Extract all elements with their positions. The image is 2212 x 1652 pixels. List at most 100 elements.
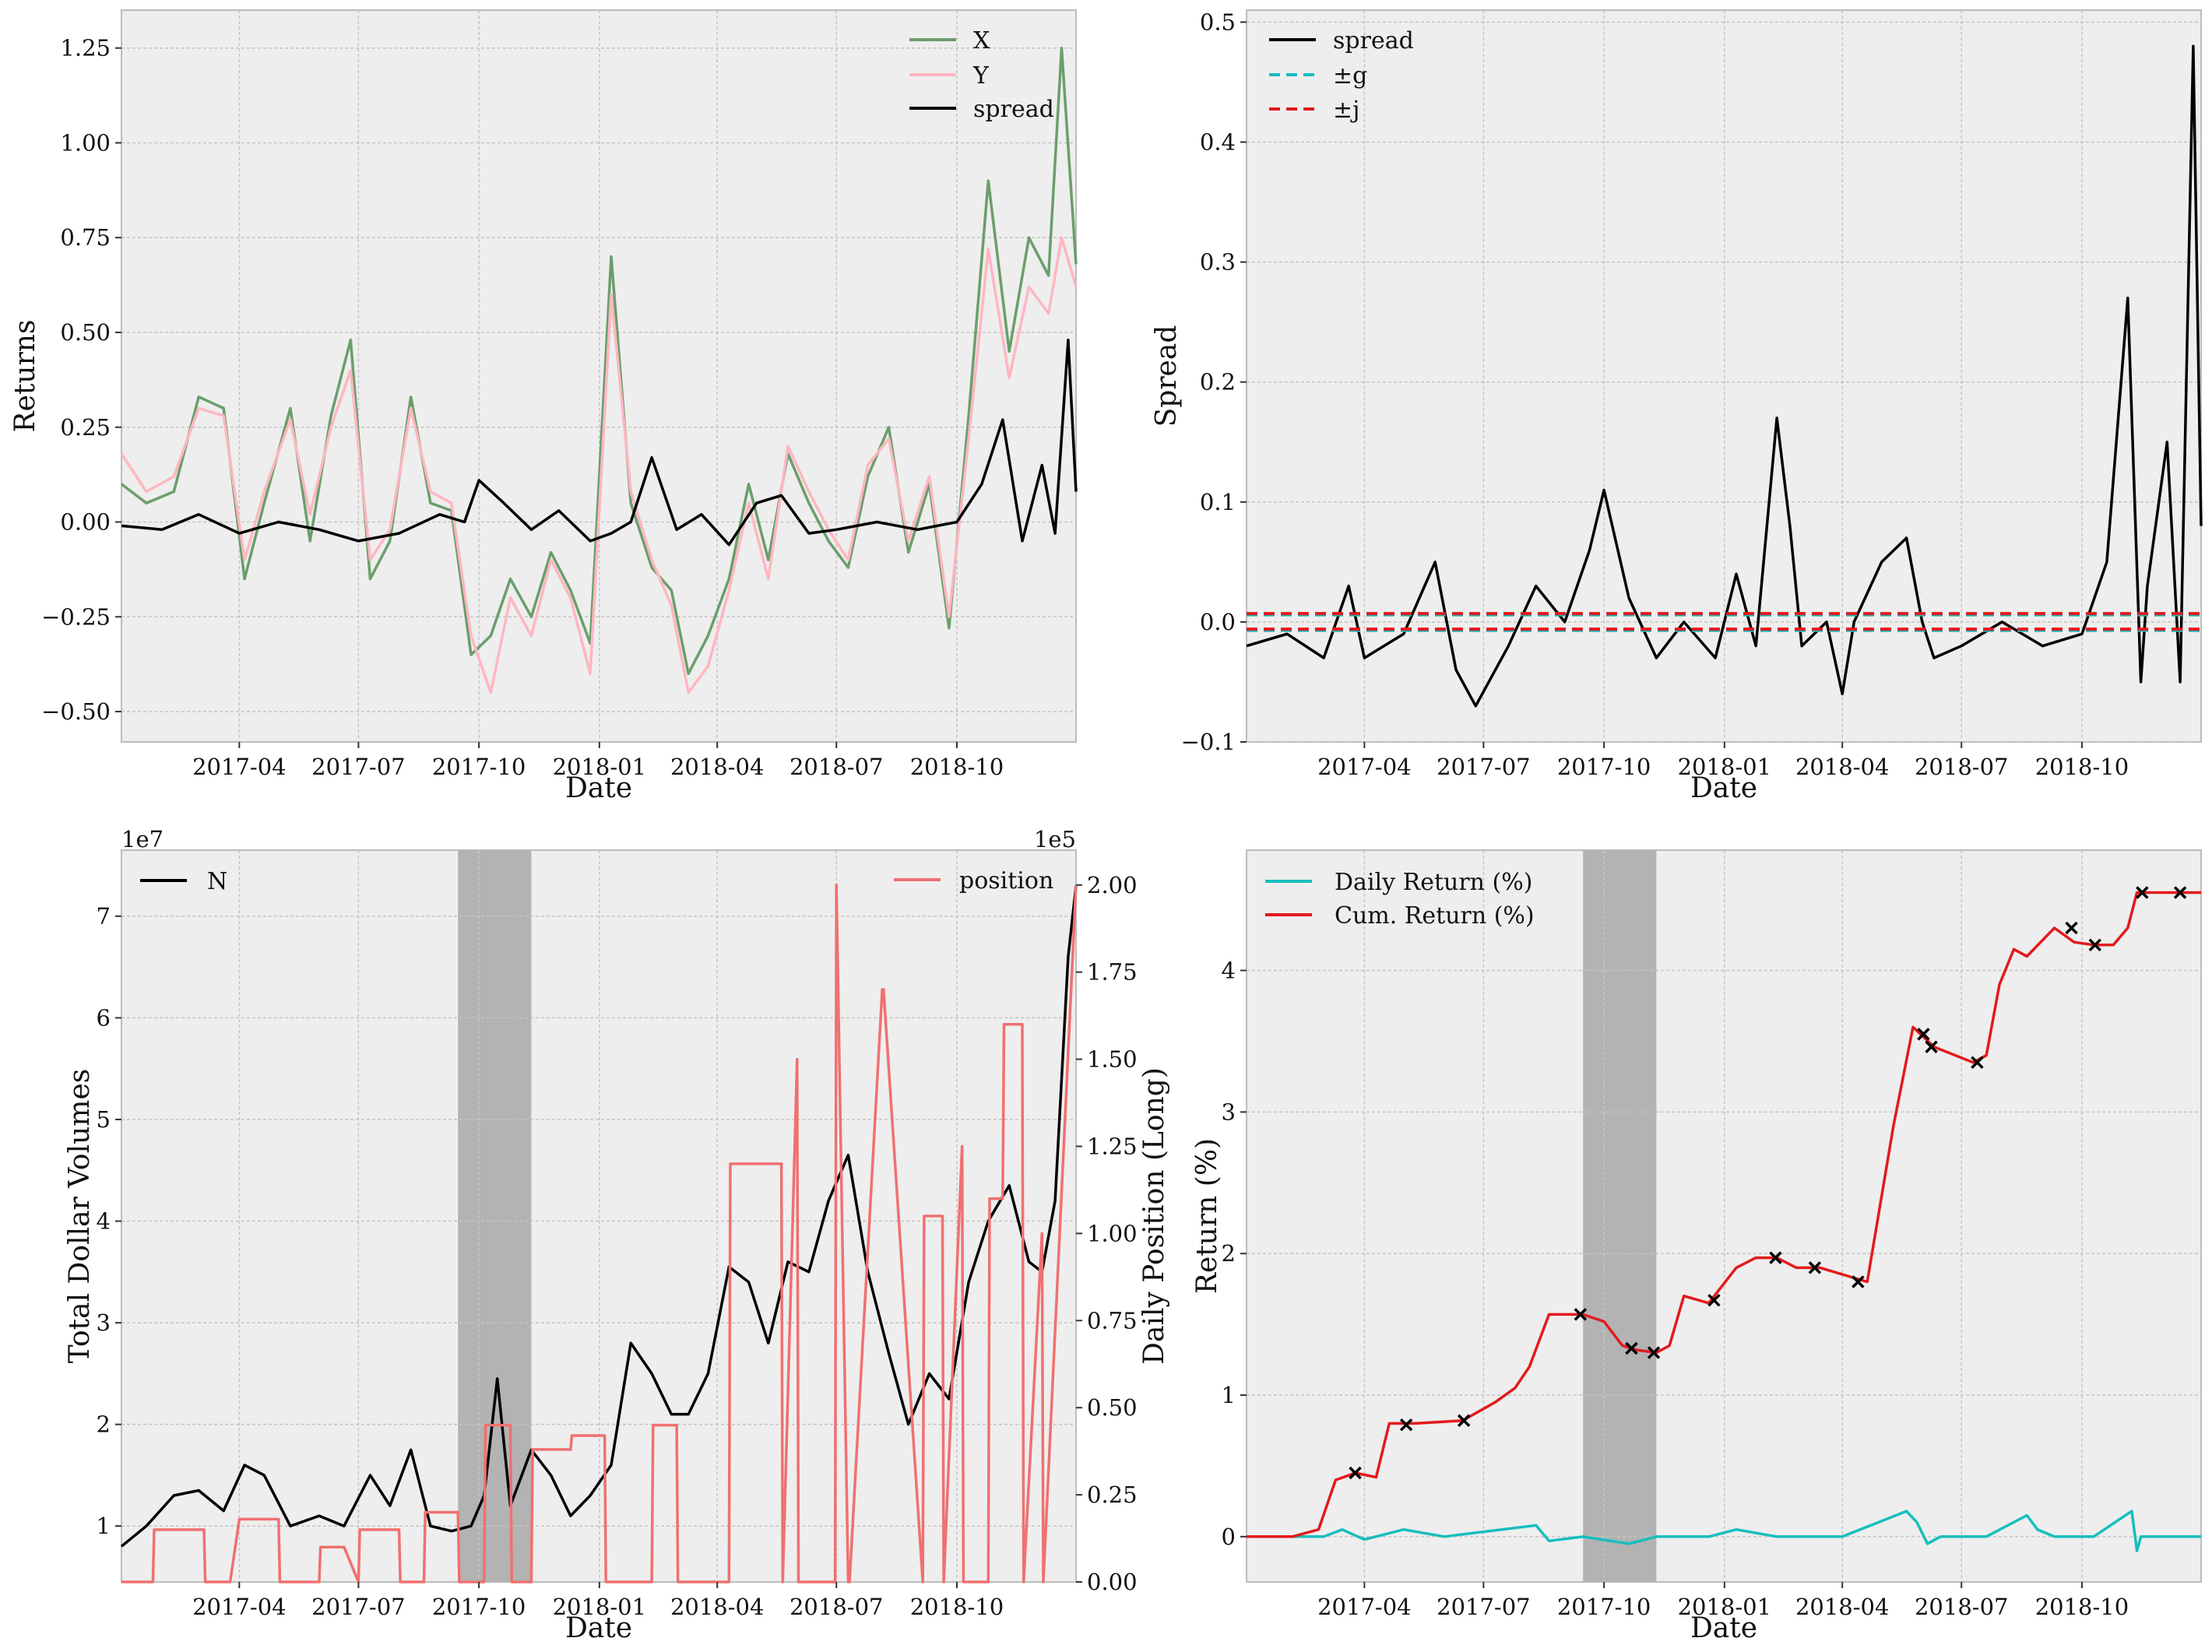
panel-volumes-shaded-span bbox=[458, 850, 532, 1582]
legend-label-daily: Daily Return (%) bbox=[1335, 869, 1532, 896]
y-tick-label: 2 bbox=[97, 1411, 111, 1438]
series-spread-line bbox=[121, 338, 1078, 547]
trade-marker bbox=[1971, 1056, 1984, 1069]
y-tick-label: 0.1 bbox=[1200, 489, 1236, 515]
trade-marker bbox=[1349, 1466, 1362, 1480]
x-tick-label: 2017-04 bbox=[1317, 1594, 1412, 1620]
x-tick-label: 2018-01 bbox=[553, 754, 647, 780]
shaded-span bbox=[458, 850, 532, 1582]
trade-marker bbox=[1852, 1275, 1865, 1288]
panel-volumes-axes bbox=[121, 849, 1077, 1583]
x-tick-label: 2018-01 bbox=[553, 1594, 647, 1620]
x-tick-label: 2018-10 bbox=[2035, 1594, 2129, 1620]
y-tick-label: 3 bbox=[1222, 1098, 1236, 1125]
x-tick-label: 2017-10 bbox=[432, 754, 526, 780]
y-tick-label: 4 bbox=[97, 1208, 111, 1235]
panel-spread: 2017-04 2017-07 2017-10 2018-01 2018-04 2018-… bbox=[1151, 9, 2203, 804]
y-tick-label: 0.00 bbox=[60, 509, 111, 536]
x-tick-label: 2017-07 bbox=[1437, 754, 1531, 780]
panel-spread-x-ticks: 2017-04 2017-07 2017-10 2018-01 2018-04 2018-… bbox=[1317, 742, 2129, 780]
y-tick-label-right: 1.75 bbox=[1087, 959, 1138, 986]
x-tick-label: 2018-10 bbox=[910, 1594, 1004, 1620]
y-tick-label: 0.0 bbox=[1200, 609, 1236, 635]
series-position-line bbox=[121, 884, 1078, 1583]
y-tick-label: 0.25 bbox=[60, 414, 111, 441]
panel-return-grid bbox=[1247, 850, 2201, 1582]
y-tick-label: −0.1 bbox=[1181, 729, 1236, 755]
y-tick-label: 5 bbox=[97, 1106, 111, 1133]
x-tick-label: 2017-07 bbox=[311, 754, 406, 780]
y-tick-label: 7 bbox=[97, 903, 111, 930]
trade-marker bbox=[1707, 1293, 1721, 1307]
y-tick-label: 1.25 bbox=[60, 35, 111, 62]
x-tick-label: 2018-01 bbox=[1678, 754, 1772, 780]
panel-return-markers bbox=[1349, 886, 2187, 1480]
x-tick-label: 2018-04 bbox=[1795, 1594, 1890, 1620]
y-tick-label: 1 bbox=[1222, 1382, 1236, 1408]
trade-marker bbox=[1917, 1028, 1930, 1041]
trade-marker bbox=[1399, 1418, 1413, 1432]
x-tick-label: 2017-10 bbox=[1557, 1594, 1651, 1620]
y-tick-label-right: 0.75 bbox=[1087, 1307, 1138, 1334]
trade-marker bbox=[2065, 921, 2078, 935]
trade-marker bbox=[2088, 938, 2102, 952]
panel-spread-y-ticks: −0.1 0.0 0.1 0.2 0.3 0.4 0.5 bbox=[1181, 9, 1247, 755]
panel-return-xlabel: Date bbox=[1690, 1612, 1757, 1644]
panel-volumes-ylabel-right: Daily Position (Long) bbox=[1138, 1067, 1170, 1365]
trade-marker bbox=[1647, 1346, 1661, 1359]
y-tick-label: 0.2 bbox=[1200, 369, 1236, 395]
panel-return-axes bbox=[1246, 849, 2202, 1583]
x-tick-label: 2017-10 bbox=[1557, 754, 1651, 780]
y-tick-label: 3 bbox=[97, 1309, 111, 1336]
x-tick-label: 2018-07 bbox=[789, 754, 884, 780]
panel-returns-axes bbox=[121, 9, 1077, 743]
x-tick-label: 2018-01 bbox=[1678, 1594, 1772, 1620]
panel-spread-xlabel: Date bbox=[1690, 772, 1757, 804]
y-tick-label: 1 bbox=[97, 1513, 111, 1539]
panel-return-series bbox=[1247, 891, 2201, 1552]
legend-label-j: ±j bbox=[1333, 97, 1359, 124]
y-tick-label-right: 0.25 bbox=[1087, 1482, 1138, 1508]
legend-label-cum: Cum. Return (%) bbox=[1335, 902, 1535, 930]
trade-marker bbox=[1925, 1040, 1938, 1053]
panel-returns-x-ticks: 2017-04 2017-07 2017-10 2018-01 2018-04 2018-… bbox=[192, 742, 1004, 780]
x-tick-label: 2017-04 bbox=[1317, 754, 1412, 780]
panel-volumes-offset-left: 1e7 bbox=[121, 826, 164, 852]
x-tick-label: 2018-04 bbox=[1795, 754, 1890, 780]
y-tick-label: −0.25 bbox=[41, 603, 111, 630]
x-tick-label: 2018-04 bbox=[670, 754, 765, 780]
legend-label-y: Y bbox=[972, 62, 990, 90]
y-tick-label: 0.75 bbox=[60, 224, 111, 251]
series-daily-return--line bbox=[1247, 1510, 2201, 1552]
y-tick-label-right: 1.25 bbox=[1087, 1133, 1138, 1159]
panel-returns: 2017-04 2017-07 2017-10 2018-01 2018-04 2018-… bbox=[9, 9, 1078, 804]
legend-label-spread: spread bbox=[973, 96, 1054, 123]
legend-label-x: X bbox=[973, 27, 990, 54]
legend-label-spread2: spread bbox=[1333, 27, 1414, 54]
y-tick-label: −0.50 bbox=[41, 698, 111, 725]
series-cum-return--line bbox=[1247, 891, 2201, 1538]
panel-volumes-y-ticks-right: 0.00 0.25 0.50 0.75 1.00 1.25 1.50 1.75 2.00 bbox=[1076, 872, 1138, 1595]
legend-label-position: position bbox=[959, 867, 1053, 895]
trade-marker bbox=[1457, 1414, 1471, 1427]
x-tick-label: 2018-04 bbox=[670, 1594, 765, 1620]
panel-volumes-grid bbox=[121, 850, 1076, 1582]
panel-spread-series bbox=[1246, 44, 2203, 708]
y-tick-label: 4 bbox=[1222, 958, 1236, 984]
y-tick-label: 0.4 bbox=[1200, 129, 1236, 156]
panel-volumes-offset-right: 1e5 bbox=[1034, 826, 1076, 852]
x-tick-label: 2017-04 bbox=[192, 754, 287, 780]
trade-marker bbox=[2136, 886, 2149, 899]
panel-spread-ylabel: Spread bbox=[1151, 325, 1183, 427]
x-tick-label: 2017-07 bbox=[311, 1594, 406, 1620]
panel-volumes-ylabel: Total Dollar Volumes bbox=[64, 1069, 96, 1363]
legend-label-n: N bbox=[207, 868, 227, 895]
series-n-line bbox=[120, 885, 1078, 1548]
y-tick-label: 0.50 bbox=[60, 319, 111, 346]
legend-label-g: ±g bbox=[1333, 62, 1367, 90]
panel-returns-legend: X Y spread bbox=[909, 27, 1054, 123]
y-tick-label-right: 1.50 bbox=[1087, 1046, 1138, 1073]
y-tick-label: 6 bbox=[97, 1004, 111, 1031]
x-tick-label: 2018-07 bbox=[1915, 1594, 2009, 1620]
